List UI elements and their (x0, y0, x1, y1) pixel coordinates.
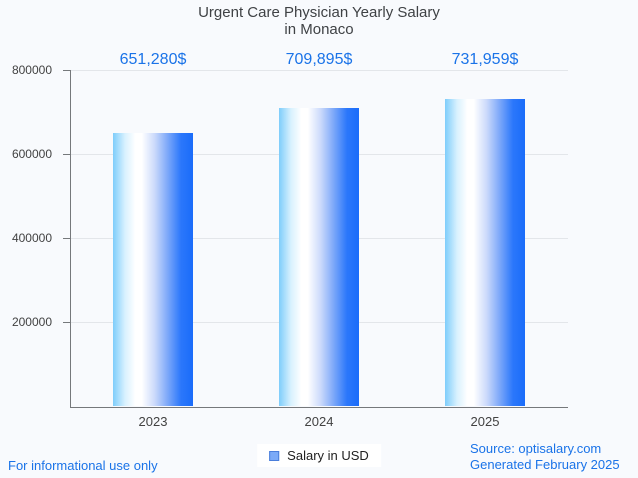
bar-2023 (113, 132, 193, 407)
y-axis-label: 800000 (11, 63, 52, 77)
chart-title: Urgent Care Physician Yearly Salary in M… (0, 4, 638, 38)
source-text: Source: optisalary.com (470, 441, 602, 456)
y-axis-tick (63, 70, 70, 71)
x-axis-label: 2023 (138, 414, 168, 429)
chart-title-line1: Urgent Care Physician Yearly Salary (198, 4, 440, 21)
bar-2025 (445, 98, 525, 407)
x-axis-line (70, 406, 568, 408)
value-label: 709,895$ (285, 51, 353, 68)
y-axis-tick (63, 238, 70, 240)
y-axis-label: 400000 (11, 231, 52, 246)
disclaimer-text: For informational use only (8, 458, 158, 473)
gridline (70, 70, 568, 71)
source-block: Source: optisalary.com Generated Februar… (470, 441, 620, 473)
legend-marker-icon (269, 450, 280, 461)
y-axis-tick (63, 154, 70, 156)
legend-label: Salary in USD (287, 448, 369, 463)
chart-title-line2: in Monaco (284, 21, 354, 38)
bar-2024 (279, 107, 359, 407)
y-axis-line (70, 70, 71, 408)
generated-text: Generated February 2025 (470, 457, 620, 472)
x-axis-label: 2024 (304, 414, 334, 429)
value-label: 731,959$ (451, 51, 519, 68)
legend: Salary in USD (257, 444, 381, 467)
y-axis-label: 600000 (11, 147, 52, 162)
y-axis-label: 200000 (11, 315, 52, 330)
value-label: 651,280$ (119, 51, 187, 68)
x-axis-label: 2025 (470, 414, 500, 429)
y-axis-tick (63, 322, 70, 324)
